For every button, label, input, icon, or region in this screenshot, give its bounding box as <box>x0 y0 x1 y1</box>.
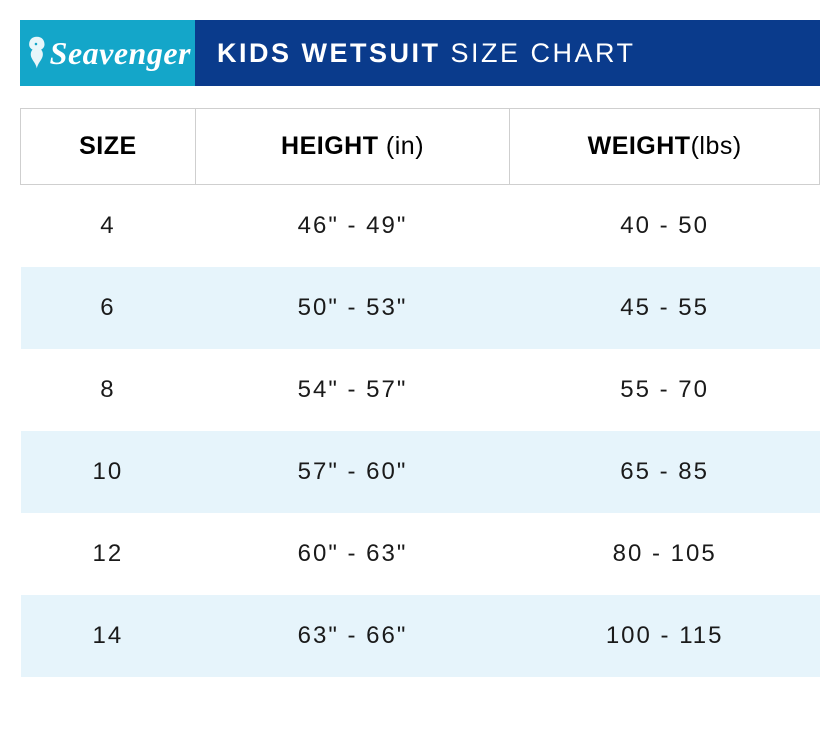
brand-logo: Seavenger <box>20 20 195 86</box>
cell-size: 6 <box>21 267 196 349</box>
cell-weight: 40 - 50 <box>510 185 820 268</box>
cell-weight: 80 - 105 <box>510 513 820 595</box>
table-row: 650" - 53"45 - 55 <box>21 267 820 349</box>
col-header-height: HEIGHT (in) <box>195 109 510 185</box>
table-header-row: SIZE HEIGHT (in) WEIGHT(lbs) <box>21 109 820 185</box>
cell-size: 8 <box>21 349 196 431</box>
cell-weight: 65 - 85 <box>510 431 820 513</box>
cell-height: 54" - 57" <box>195 349 510 431</box>
table-row: 1260" - 63"80 - 105 <box>21 513 820 595</box>
cell-height: 60" - 63" <box>195 513 510 595</box>
cell-weight: 100 - 115 <box>510 595 820 677</box>
cell-weight: 45 - 55 <box>510 267 820 349</box>
table-row: 1057" - 60"65 - 85 <box>21 431 820 513</box>
cell-height: 46" - 49" <box>195 185 510 268</box>
col-header-size: SIZE <box>21 109 196 185</box>
brand-name: Seavenger <box>50 35 191 72</box>
table-body: 446" - 49"40 - 50650" - 53"45 - 55854" -… <box>21 185 820 678</box>
table-row: 854" - 57"55 - 70 <box>21 349 820 431</box>
table-row: 446" - 49"40 - 50 <box>21 185 820 268</box>
cell-height: 50" - 53" <box>195 267 510 349</box>
col-header-weight: WEIGHT(lbs) <box>510 109 820 185</box>
table-header: SIZE HEIGHT (in) WEIGHT(lbs) <box>21 109 820 185</box>
cell-size: 14 <box>21 595 196 677</box>
chart-title: KIDS WETSUIT SIZE CHART <box>195 20 820 86</box>
seahorse-icon <box>24 31 50 75</box>
cell-height: 63" - 66" <box>195 595 510 677</box>
cell-weight: 55 - 70 <box>510 349 820 431</box>
cell-size: 10 <box>21 431 196 513</box>
size-chart-table: SIZE HEIGHT (in) WEIGHT(lbs) 446" - 49"4… <box>20 108 820 677</box>
header-bar: Seavenger KIDS WETSUIT SIZE CHART <box>20 20 820 86</box>
cell-size: 12 <box>21 513 196 595</box>
title-bold-part: KIDS WETSUIT <box>217 38 441 69</box>
table-row: 1463" - 66"100 - 115 <box>21 595 820 677</box>
cell-size: 4 <box>21 185 196 268</box>
cell-height: 57" - 60" <box>195 431 510 513</box>
title-light-part: SIZE CHART <box>451 38 636 69</box>
